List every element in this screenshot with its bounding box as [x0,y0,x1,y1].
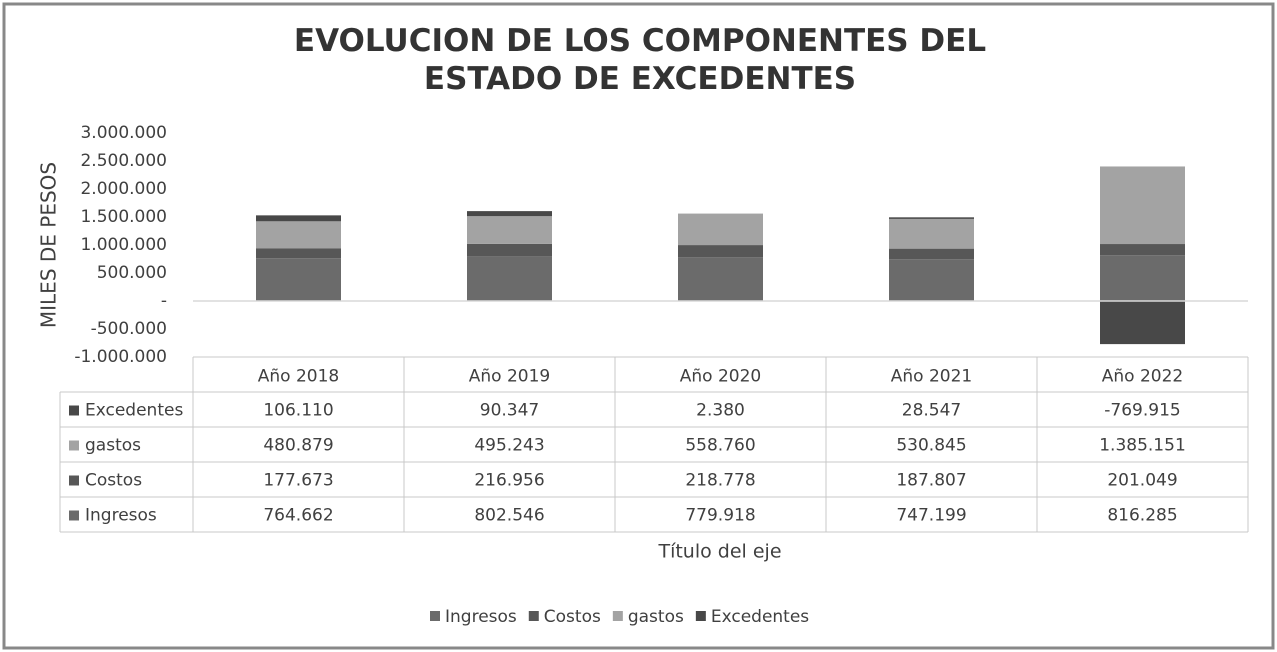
y-tick-label: - [161,291,167,311]
legend-swatch [430,611,440,621]
bar-segment [678,245,763,258]
legend-label: gastos [628,607,684,627]
table-series-label: Costos [85,471,142,491]
y-tick-label: 1.500.000 [80,207,167,227]
x-tick-label: Año 2022 [1102,367,1183,387]
data-label: 218.778 [685,471,755,491]
y-tick-label: -500.000 [91,319,167,339]
y-tick-label: 1.000.000 [80,235,167,255]
bar-segment [256,215,341,222]
legend-label: Costos [544,607,601,627]
y-tick-label: 2.000.000 [80,179,167,199]
bar-segment [889,259,974,301]
data-label: 177.673 [263,471,333,491]
y-axis-label: MILES DE PESOS [37,162,61,328]
x-tick-label: Año 2018 [258,367,339,387]
x-tick-label: Año 2020 [680,367,761,387]
bar-segment [889,217,974,219]
bar-segment [1100,301,1185,345]
data-label: 495.243 [474,436,544,456]
data-label: 764.662 [263,506,333,526]
data-label: 816.285 [1107,506,1177,526]
bar-segment [1100,244,1185,256]
bar-segment [1100,166,1185,245]
bar-segment [889,218,974,249]
data-label: 201.049 [1107,471,1177,491]
table-series-label: Excedentes [85,401,183,421]
x-tick-label: Año 2019 [469,367,550,387]
data-label: 90.347 [480,401,539,421]
data-label: 480.879 [263,436,333,456]
bar-segment [256,248,341,259]
bar-segment [889,248,974,260]
legend-swatch [528,611,539,621]
y-tick-label: -1.000.000 [74,347,167,367]
data-label: 28.547 [902,401,961,421]
bar-segment [467,211,552,217]
legend-label: Ingresos [445,607,517,627]
chart-title: EVOLUCION DE LOS COMPONENTES DEL ESTADO … [293,23,987,97]
data-label: 106.110 [263,401,333,421]
data-label: 1.385.151 [1099,436,1186,456]
y-tick-label: 2.500.000 [80,151,167,171]
table-legend-swatch [69,510,79,521]
bar-segment [1100,255,1185,301]
bar-segment [467,216,552,244]
data-label: 2.380 [696,401,745,421]
y-tick-label: 500.000 [97,263,167,283]
bar-segment [467,256,552,301]
table-legend-swatch [69,440,79,451]
bar-segment [678,213,763,246]
y-tick-label: 3.000.000 [80,123,167,143]
table-legend-swatch [69,405,79,416]
legend-swatch [695,611,706,621]
data-label: 558.760 [685,436,755,456]
x-tick-label: Año 2021 [891,367,972,387]
data-label: 530.845 [896,436,966,456]
data-label: 802.546 [474,506,544,526]
bar-segment [678,257,763,301]
legend-swatch [612,611,623,621]
x-axis-label: Título del eje [657,541,781,563]
bar-segment [256,221,341,249]
bar-segment [256,258,341,301]
bar-segment [467,243,552,257]
data-label: 779.918 [685,506,755,526]
table-series-label: gastos [85,436,141,456]
data-label: 187.807 [896,471,966,491]
data-label: 747.199 [896,506,966,526]
data-label: 216.956 [474,471,544,491]
table-series-label: Ingresos [85,506,157,526]
table-legend-swatch [69,475,79,486]
data-label: -769.915 [1104,401,1180,421]
legend-label: Excedentes [711,607,809,627]
